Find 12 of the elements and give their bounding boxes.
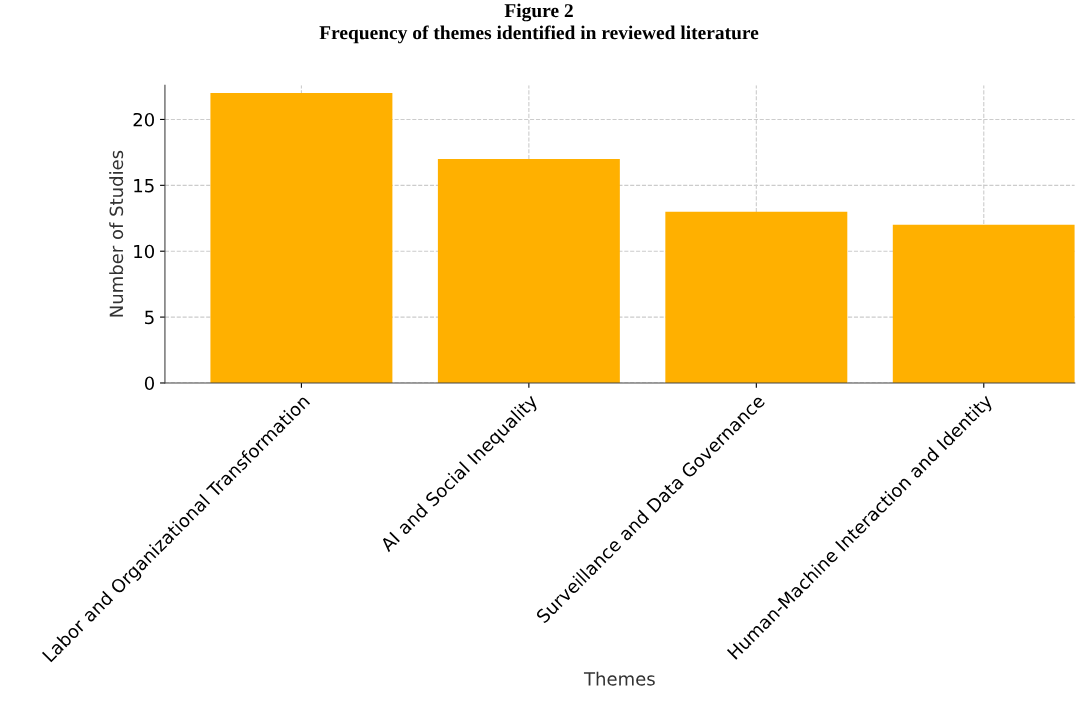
y-tick-label: 0 [144,376,155,391]
bar [665,211,848,383]
chart-title: Figure 2 Frequency of themes identified in reviewed literature [319,3,759,44]
y-tick-label: 10 [134,244,155,259]
y-tick-label: 20 [133,112,155,127]
bar [210,93,393,383]
y-tick-label: 5 [145,310,154,325]
bar [437,158,620,383]
y-axis-title: Number of Studies [109,150,124,317]
x-axis-title: Themes [583,671,655,686]
y-tick-label: 15 [134,179,154,193]
bar [892,224,1075,383]
